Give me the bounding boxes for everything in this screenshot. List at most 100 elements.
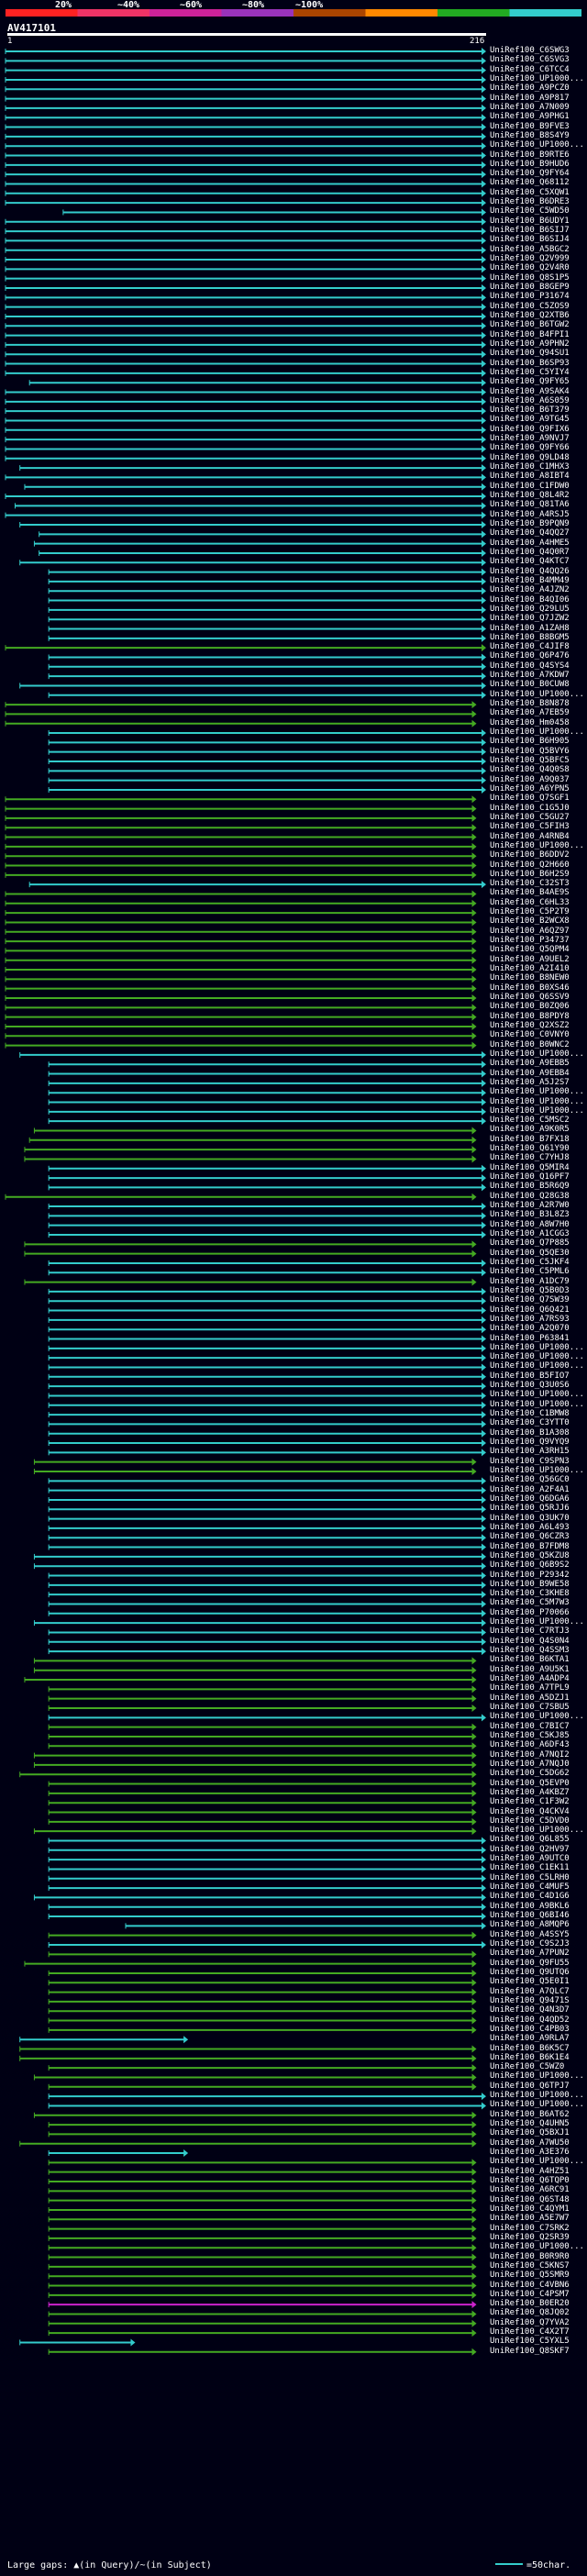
hit-label[interactable]: UniRef100_C5JKF4 — [490, 1257, 570, 1267]
hit-label[interactable]: UniRef100_Q6ST48 — [490, 2194, 570, 2204]
hit-label[interactable]: UniRef100_C3KHE8 — [490, 1589, 570, 1599]
hit-label[interactable]: UniRef100_Q6CZR3 — [490, 1532, 570, 1542]
hit-label[interactable]: UniRef100_C5KJ85 — [490, 1730, 570, 1740]
hit-label[interactable]: UniRef100_Q9FY66 — [490, 443, 570, 453]
hit-label[interactable]: UniRef100_Q7SW39 — [490, 1295, 570, 1305]
hit-label[interactable]: UniRef100_B6H2S9 — [490, 869, 570, 879]
hit-label[interactable]: UniRef100_A4RNB4 — [490, 831, 570, 841]
hit-label[interactable]: UniRef100_Q2XTB6 — [490, 310, 570, 320]
hit-label[interactable]: UniRef100_C5XQW1 — [490, 187, 570, 197]
hit-label[interactable]: UniRef100_C5ZOS9 — [490, 301, 570, 311]
hit-label[interactable]: UniRef100_Q8L4R2 — [490, 491, 570, 501]
hit-label[interactable]: UniRef100_Q4KTC7 — [490, 557, 570, 567]
hit-label[interactable]: UniRef100_C4MUF5 — [490, 1882, 570, 1893]
hit-label[interactable]: UniRef100_A6DF43 — [490, 1740, 570, 1750]
hit-label[interactable]: UniRef100_C9SPN3 — [490, 1456, 570, 1466]
hit-label[interactable]: UniRef100_Q6TQP0 — [490, 2176, 570, 2185]
hit-label[interactable]: UniRef100_Q3UK70 — [490, 1513, 570, 1523]
hit-label[interactable]: UniRef100_Q6SSV9 — [490, 993, 570, 1002]
hit-label[interactable]: UniRef100_C1F3W2 — [490, 1797, 570, 1807]
hit-label[interactable]: UniRef100_B9WE58 — [490, 1579, 570, 1589]
hit-label[interactable]: UniRef100_A4KBZ7 — [490, 1787, 570, 1797]
hit-label[interactable]: UniRef100_A3E376 — [490, 2148, 570, 2158]
hit-label[interactable]: UniRef100_B1A308 — [490, 1427, 570, 1438]
hit-label[interactable]: UniRef100_C5DG62 — [490, 1769, 570, 1779]
hit-label[interactable]: UniRef100_A3RH15 — [490, 1447, 570, 1457]
hit-label[interactable]: UniRef100_Q4SYS4 — [490, 661, 570, 671]
hit-label[interactable]: UniRef100_B8NEW0 — [490, 973, 570, 983]
hit-label[interactable]: UniRef100_Q2HV97 — [490, 1844, 570, 1854]
hit-label[interactable]: UniRef100_C4X2T7 — [490, 2327, 570, 2337]
hit-label[interactable]: UniRef100_A8IBT4 — [490, 472, 570, 482]
hit-label[interactable]: UniRef100_A1DC79 — [490, 1276, 570, 1286]
hit-label[interactable]: UniRef100_A9UEL2 — [490, 954, 570, 964]
hit-label[interactable]: UniRef100_A7N009 — [490, 102, 570, 112]
hit-label[interactable]: UniRef100_UP1000... — [490, 1352, 584, 1362]
hit-label[interactable]: UniRef100_Q6L855 — [490, 1835, 570, 1845]
hit-label[interactable]: UniRef100_A9UTC0 — [490, 1854, 570, 1864]
hit-label[interactable]: UniRef100_B9RTE6 — [490, 150, 570, 160]
hit-label[interactable]: UniRef100_Q7SGF1 — [490, 794, 570, 804]
hit-label[interactable]: UniRef100_C6HL33 — [490, 897, 570, 907]
hit-label[interactable]: UniRef100_A1ZAH8 — [490, 623, 570, 633]
hit-label[interactable]: UniRef100_Q9VYQ9 — [490, 1438, 570, 1448]
hit-label[interactable]: UniRef100_C32ST3 — [490, 879, 570, 889]
hit-label[interactable]: UniRef100_A9PHG1 — [490, 112, 570, 122]
hit-label[interactable]: UniRef100_P70066 — [490, 1607, 570, 1617]
hit-label[interactable]: UniRef100_UP1000... — [490, 1617, 584, 1627]
hit-label[interactable]: UniRef100_Q2V4R0 — [490, 263, 570, 273]
hit-label[interactable]: UniRef100_Q3U0S6 — [490, 1381, 570, 1391]
hit-label[interactable]: UniRef100_P63841 — [490, 1333, 570, 1343]
hit-label[interactable]: UniRef100_A7EB59 — [490, 708, 570, 718]
hit-label[interactable]: UniRef100_Q5BXJ1 — [490, 2128, 570, 2138]
hit-label[interactable]: UniRef100_A5J2S7 — [490, 1077, 570, 1087]
hit-label[interactable]: UniRef100_Q4QQ27 — [490, 528, 570, 539]
hit-label[interactable]: UniRef100_A2F4A1 — [490, 1484, 570, 1494]
hit-label[interactable]: UniRef100_Q4S0N4 — [490, 1636, 570, 1646]
hit-label[interactable]: UniRef100_Q7JZW2 — [490, 614, 570, 624]
hit-label[interactable]: UniRef100_A7RS93 — [490, 1314, 570, 1324]
hit-label[interactable]: UniRef100_A8W7H0 — [490, 1219, 570, 1229]
hit-label[interactable]: UniRef100_Q5RJJ6 — [490, 1504, 570, 1514]
hit-label[interactable]: UniRef100_B6DRE3 — [490, 197, 570, 207]
hit-label[interactable]: UniRef100_C1G5J0 — [490, 803, 570, 813]
hit-label[interactable]: UniRef100_Q9FY65 — [490, 377, 570, 387]
hit-label[interactable]: UniRef100_Q94SU1 — [490, 349, 570, 359]
hit-label[interactable]: UniRef100_C5P2T9 — [490, 907, 570, 917]
hit-label[interactable]: UniRef100_A7WU50 — [490, 2137, 570, 2148]
hit-label[interactable]: UniRef100_A4JZN2 — [490, 585, 570, 595]
hit-label[interactable]: UniRef100_C0VNY0 — [490, 1030, 570, 1040]
hit-label[interactable]: UniRef100_A9U5K1 — [490, 1664, 570, 1674]
hit-label[interactable]: UniRef100_A9SAK4 — [490, 386, 570, 396]
hit-label[interactable]: UniRef100_C5GU27 — [490, 812, 570, 822]
hit-label[interactable]: UniRef100_B6SIJ4 — [490, 235, 570, 245]
hit-label[interactable]: UniRef100_A7NQJ0 — [490, 1759, 570, 1769]
hit-label[interactable]: UniRef100_A9PHN2 — [490, 339, 570, 349]
hit-label[interactable]: UniRef100_Q7YVA2 — [490, 2317, 570, 2327]
hit-label[interactable]: UniRef100_B6AT62 — [490, 2109, 570, 2119]
hit-label[interactable]: UniRef100_UP1000... — [490, 2157, 584, 2167]
hit-label[interactable]: UniRef100_UP1000... — [490, 1361, 584, 1371]
hit-label[interactable]: UniRef100_UP1000... — [490, 2242, 584, 2252]
hit-label[interactable]: UniRef100_A4ADP4 — [490, 1674, 570, 1684]
hit-label[interactable]: UniRef100_B0ER20 — [490, 2299, 570, 2309]
hit-label[interactable]: UniRef100_B3L8Z3 — [490, 1210, 570, 1220]
hit-label[interactable]: UniRef100_B6T379 — [490, 405, 570, 416]
hit-label[interactable]: UniRef100_Q2H660 — [490, 860, 570, 870]
hit-label[interactable]: UniRef100_B0ZQ06 — [490, 1002, 570, 1012]
hit-label[interactable]: UniRef100_C4VBN6 — [490, 2280, 570, 2290]
hit-label[interactable]: UniRef100_A7PUN2 — [490, 1949, 570, 1959]
hit-label[interactable]: UniRef100_Q9FIX6 — [490, 424, 570, 434]
hit-label[interactable]: UniRef100_C6SWG3 — [490, 46, 570, 55]
hit-label[interactable]: UniRef100_C4QYM1 — [490, 2204, 570, 2214]
hit-label[interactable]: UniRef100_B4FPI1 — [490, 329, 570, 339]
hit-label[interactable]: UniRef100_B6UDY1 — [490, 216, 570, 226]
hit-label[interactable]: UniRef100_UP1000... — [490, 73, 584, 83]
hit-label[interactable]: UniRef100_Q9UTQ6 — [490, 1967, 570, 1977]
hit-label[interactable]: UniRef100_Q5KZU8 — [490, 1550, 570, 1560]
hit-label[interactable]: UniRef100_A9RLA7 — [490, 2034, 570, 2044]
hit-label[interactable]: UniRef100_A5E7W7 — [490, 2214, 570, 2224]
hit-label[interactable]: UniRef100_Q4N3D7 — [490, 2005, 570, 2015]
hit-label[interactable]: UniRef100_UP1000... — [490, 1712, 584, 1722]
hit-label[interactable]: UniRef100_B6DDV2 — [490, 850, 570, 861]
